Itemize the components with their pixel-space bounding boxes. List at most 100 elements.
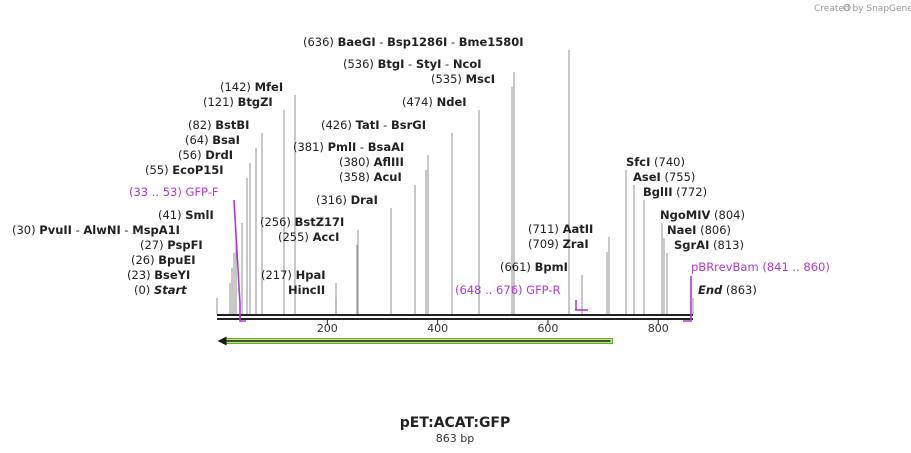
site-separator: - bbox=[356, 140, 367, 154]
site-label: SgrAI (813) bbox=[674, 238, 744, 252]
primer-name: GFP-R bbox=[526, 283, 560, 297]
site-position: (381) bbox=[293, 140, 328, 154]
site-label: (26) BpuEI bbox=[131, 253, 196, 267]
site-label: HincII bbox=[288, 283, 325, 297]
site-name: PvuII bbox=[39, 223, 72, 237]
site-position: (804) bbox=[710, 208, 745, 222]
site-name: SmlI bbox=[185, 208, 214, 222]
credit-brand: SnapGene bbox=[866, 4, 911, 14]
site-name: MspA1I bbox=[132, 223, 180, 237]
site-position: (380) bbox=[339, 155, 374, 169]
site-label: (121) BtgZI bbox=[203, 95, 273, 109]
primer-range: (648 .. 676) bbox=[455, 283, 526, 297]
site-name: HpaI bbox=[296, 268, 326, 282]
ruler-tick-label: 200 bbox=[317, 322, 338, 335]
map-title: pET:ACAT:GFP bbox=[400, 415, 511, 431]
primer-pbrrevbam-mark bbox=[683, 276, 692, 322]
site-label: (217) HpaI bbox=[261, 268, 326, 282]
feature-gfp-arrowhead bbox=[217, 336, 227, 346]
site-label: (636) BaeGI - Bsp1286I - Bme1580I bbox=[303, 35, 524, 49]
site-name: DrdI bbox=[205, 148, 233, 162]
site-position: (755) bbox=[661, 170, 696, 184]
site-position: (806) bbox=[696, 223, 731, 237]
site-separator: - bbox=[404, 57, 415, 71]
site-name: HincII bbox=[288, 283, 325, 297]
site-name: AlwNI bbox=[83, 223, 120, 237]
primer-name: pBRrevBam bbox=[691, 260, 762, 274]
site-label: NgoMIV (804) bbox=[660, 208, 745, 222]
site-name: BsaI bbox=[212, 133, 240, 147]
site-name: BseYI bbox=[154, 268, 190, 282]
site-name: BpmI bbox=[535, 260, 568, 274]
site-position: (536) bbox=[343, 57, 378, 71]
site-label: (0) Start bbox=[134, 283, 187, 297]
site-position: (535) bbox=[431, 72, 466, 86]
site-label: (426) TatI - BsrGI bbox=[321, 118, 426, 132]
site-label: (358) AcuI bbox=[339, 170, 402, 184]
site-position: (316) bbox=[316, 193, 351, 207]
site-position: (41) bbox=[158, 208, 185, 222]
site-name: DraI bbox=[351, 193, 378, 207]
site-name: BaeGI bbox=[338, 35, 376, 49]
site-separator: - bbox=[72, 223, 83, 237]
site-name: BtgI bbox=[378, 57, 405, 71]
site-name: MfeI bbox=[255, 80, 284, 94]
site-name: SfcI bbox=[626, 155, 650, 169]
site-position: (474) bbox=[402, 95, 437, 109]
site-label: (56) DrdI bbox=[178, 148, 233, 162]
site-position: (256) bbox=[260, 215, 295, 229]
site-name: BstZ17I bbox=[295, 215, 345, 229]
site-position: (863) bbox=[722, 283, 757, 297]
site-position: (358) bbox=[339, 170, 374, 184]
map-length: 863 bp bbox=[436, 432, 474, 445]
site-label: (27) PspFI bbox=[140, 238, 203, 252]
site-name: BglII bbox=[643, 185, 673, 199]
site-name: AflIII bbox=[374, 155, 404, 169]
site-position: (23) bbox=[127, 268, 154, 282]
site-name: AcuI bbox=[374, 170, 402, 184]
site-name: SgrAI bbox=[674, 238, 709, 252]
site-position: (26) bbox=[131, 253, 158, 267]
site-name: AatII bbox=[563, 222, 594, 236]
site-position: (813) bbox=[709, 238, 744, 252]
primer-name: GFP-F bbox=[186, 185, 219, 199]
site-label: (380) AflIII bbox=[339, 155, 404, 169]
site-label: (711) AatII bbox=[528, 222, 593, 236]
site-name: NgoMIV bbox=[660, 208, 710, 222]
site-label: (709) ZraI bbox=[528, 237, 589, 251]
site-label: (381) PmlI - BsaAI bbox=[293, 140, 404, 154]
site-position: (772) bbox=[673, 185, 708, 199]
site-position: (55) bbox=[145, 163, 172, 177]
site-position: (27) bbox=[140, 238, 167, 252]
site-position: (711) bbox=[528, 222, 563, 236]
site-name: TatI bbox=[356, 118, 380, 132]
site-name: BstBI bbox=[215, 118, 249, 132]
site-label: (41) SmlI bbox=[158, 208, 214, 222]
primer-label: (33 .. 53) GFP-F bbox=[129, 185, 219, 199]
primer-label: (648 .. 676) GFP-R bbox=[455, 283, 561, 297]
credit-text: Created by SnapGene bbox=[814, 4, 911, 14]
site-label: (536) BtgI - StyI - NcoI bbox=[343, 57, 482, 71]
site-label: (316) DraI bbox=[316, 193, 378, 207]
site-label: NaeI (806) bbox=[667, 223, 731, 237]
site-position: (255) bbox=[278, 230, 313, 244]
site-name: BpuEI bbox=[158, 253, 195, 267]
site-name: End bbox=[698, 283, 723, 297]
site-name: ZraI bbox=[563, 237, 589, 251]
site-name: PmlI bbox=[328, 140, 357, 154]
site-position: (30) bbox=[12, 223, 39, 237]
credit-prefix: Created by bbox=[814, 4, 866, 14]
site-label: (23) BseYI bbox=[127, 268, 190, 282]
site-position: (56) bbox=[178, 148, 205, 162]
site-label: SfcI (740) bbox=[626, 155, 685, 169]
ruler-tick-label: 400 bbox=[427, 322, 448, 335]
site-label: (30) PvuII - AlwNI - MspA1I bbox=[12, 223, 180, 237]
site-name: PspFI bbox=[167, 238, 202, 252]
ruler-tick-label: 600 bbox=[537, 322, 558, 335]
site-label: (82) BstBI bbox=[188, 118, 249, 132]
site-name: NaeI bbox=[667, 223, 696, 237]
site-label: (64) BsaI bbox=[185, 133, 240, 147]
site-label: BglII (772) bbox=[643, 185, 707, 199]
